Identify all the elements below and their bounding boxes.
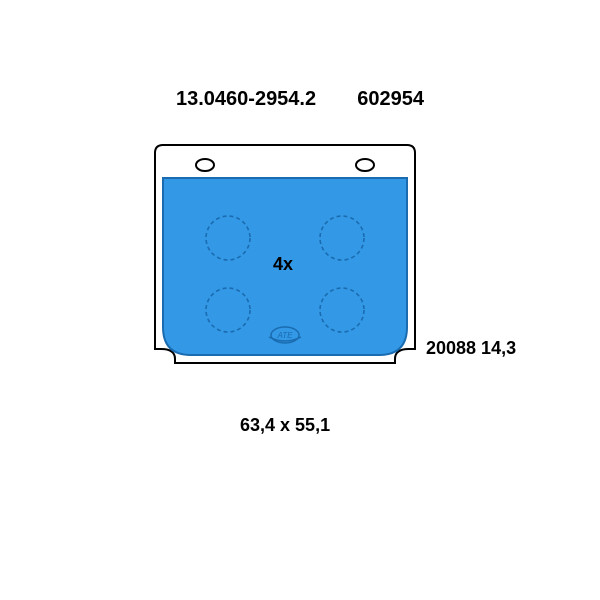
quantity-label: 4x (273, 254, 293, 275)
part-number: 13.0460-2954.2 (176, 88, 316, 111)
svg-text:ATE: ATE (277, 331, 294, 340)
side-dimension-label: 20088 14,3 (426, 338, 516, 359)
diagram-canvas: 13.0460-2954.2 602954 ATE 4x 20088 14,3 … (0, 0, 600, 600)
bottom-dimension-label: 63,4 x 55,1 (240, 415, 330, 436)
header-line: 13.0460-2954.2 602954 (0, 88, 600, 111)
short-code: 602954 (357, 88, 424, 111)
